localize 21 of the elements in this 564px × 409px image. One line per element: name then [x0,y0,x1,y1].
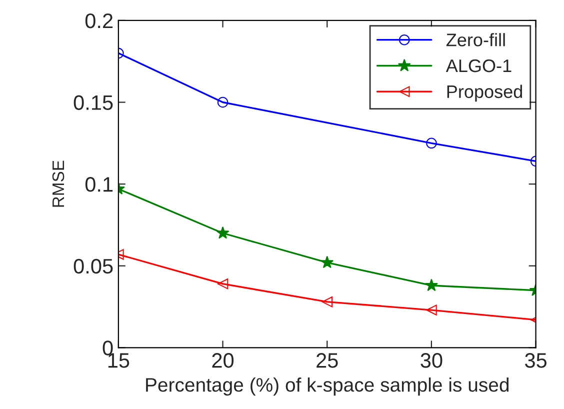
point [217,278,228,290]
legend-label: ALGO-1 [446,59,512,72]
y-axis-title: RMSE [52,160,64,207]
y-tick-label: 0.15 [74,95,113,110]
point [320,256,334,268]
legend-label: Zero-fill [446,33,505,46]
legend-label: Proposed [447,84,522,102]
y-tick-label: 0.1 [85,177,113,192]
x-tick-label: 15 [108,353,130,368]
x-tick-label: 30 [420,353,442,368]
y-tick-label: 0.2 [85,13,113,28]
y-tick-label: 0.05 [74,258,113,274]
x-tick-label: 25 [316,353,338,368]
point [426,304,437,316]
y-tick-label: 0 [102,340,113,356]
point [216,226,230,239]
x-tick-label: 20 [212,353,234,368]
point [322,296,332,308]
x-tick-label: 35 [525,353,547,368]
x-axis-title: Percentage (%) of k-space sample is used [146,377,509,396]
point [424,278,438,292]
